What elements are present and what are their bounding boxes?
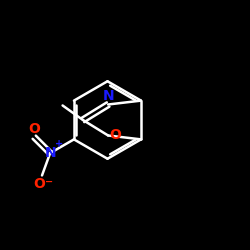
Text: +: + xyxy=(55,139,63,149)
Text: O: O xyxy=(34,178,46,192)
Text: O: O xyxy=(28,122,40,136)
Text: O: O xyxy=(109,128,121,142)
Text: N: N xyxy=(102,88,114,102)
Text: −: − xyxy=(45,177,53,187)
Text: N: N xyxy=(44,146,56,160)
